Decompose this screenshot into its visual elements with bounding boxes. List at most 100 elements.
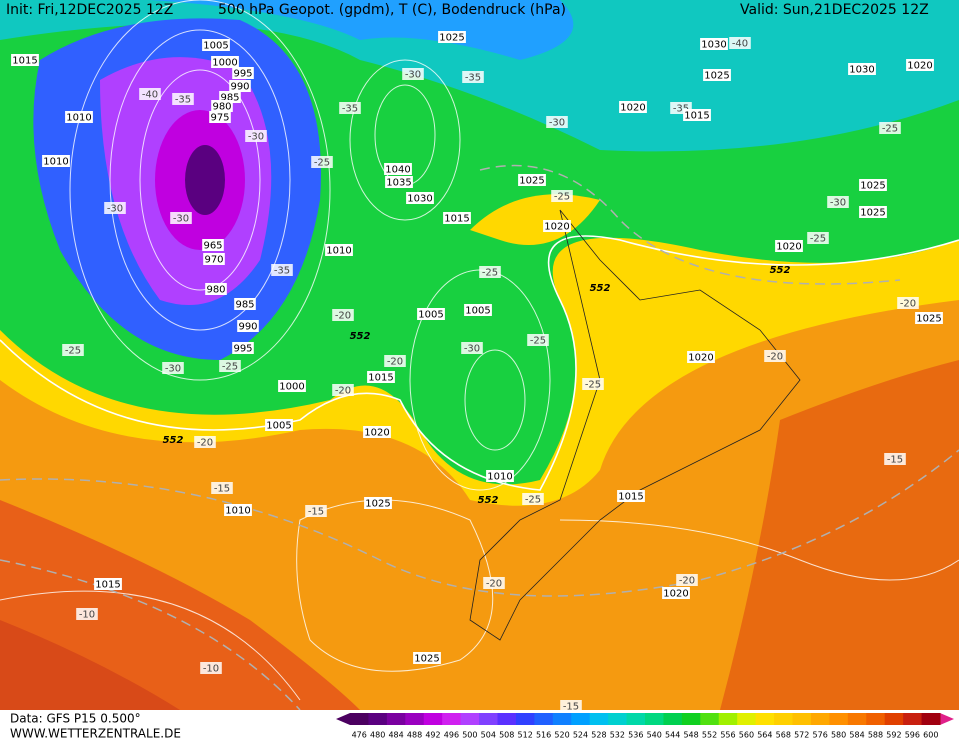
temperature-label-box bbox=[311, 156, 333, 168]
colorbar-label: 508 bbox=[499, 731, 514, 740]
colorbar-swatch bbox=[645, 713, 664, 725]
colorbar-swatch bbox=[829, 713, 849, 725]
colorbar-label: 512 bbox=[518, 731, 533, 740]
temperature-label-box bbox=[194, 436, 216, 448]
pressure-label: 1015 bbox=[95, 580, 120, 591]
pressure-label: 1000 bbox=[212, 58, 237, 69]
colorbar-swatch bbox=[552, 713, 572, 725]
colorbar-swatch bbox=[442, 713, 462, 725]
pressure-label: 1020 bbox=[620, 103, 645, 114]
colorbar-swatch bbox=[718, 713, 738, 725]
temperature-label-box bbox=[339, 102, 361, 114]
pressure-label-box bbox=[211, 56, 239, 68]
pressure-label: 1020 bbox=[907, 61, 932, 72]
temperature-label: -30 bbox=[173, 214, 189, 225]
colorbar-swatch bbox=[903, 713, 923, 725]
temperature-label-box bbox=[271, 264, 293, 276]
colorbar-label: 568 bbox=[776, 731, 791, 740]
temperature-label: -10 bbox=[79, 610, 95, 621]
pressure-label: 1010 bbox=[487, 472, 512, 483]
colorbar-swatch bbox=[921, 713, 941, 725]
temperature-label: -30 bbox=[165, 364, 181, 375]
temperature-label-box bbox=[402, 68, 424, 80]
pressure-label-box bbox=[325, 244, 353, 256]
colorbar-swatch bbox=[515, 713, 535, 725]
temperature-label: -30 bbox=[464, 344, 480, 355]
colorbar-swatch bbox=[774, 713, 793, 725]
pressure-label: 1005 bbox=[203, 41, 228, 52]
colorbar-swatch bbox=[368, 713, 388, 725]
colorbar-swatch bbox=[847, 713, 867, 725]
pressure-label-box bbox=[209, 111, 231, 123]
geopotential-label: 552 bbox=[350, 331, 371, 342]
colorbar-label: 516 bbox=[536, 731, 551, 740]
pressure-label: 1020 bbox=[364, 428, 389, 439]
colorbar-label: 552 bbox=[702, 731, 717, 740]
pressure-label: 1020 bbox=[688, 353, 713, 364]
temperature-label: -20 bbox=[335, 311, 351, 322]
pressure-label-box bbox=[915, 312, 943, 324]
colorbar-label: 500 bbox=[462, 731, 477, 740]
temperature-label-box bbox=[483, 577, 505, 589]
colorbar-label: 520 bbox=[554, 731, 569, 740]
pressure-label-box bbox=[703, 69, 731, 81]
temperature-label-box bbox=[676, 574, 698, 586]
pressure-label-box bbox=[265, 419, 293, 431]
temperature-label-box bbox=[807, 232, 829, 244]
pressure-label-box bbox=[464, 304, 492, 316]
colorbar-swatch bbox=[405, 713, 425, 725]
temperature-label-box bbox=[62, 344, 84, 356]
temperature-label-box bbox=[582, 378, 604, 390]
pressure-label: 990 bbox=[238, 322, 257, 333]
temperature-label-box bbox=[305, 505, 327, 517]
pressure-label: 1025 bbox=[860, 181, 885, 192]
colorbar-swatch bbox=[479, 713, 498, 725]
temperature-label: -35 bbox=[465, 73, 481, 84]
pressure-label-box bbox=[859, 206, 887, 218]
pressure-label-box bbox=[662, 587, 690, 599]
temperature-label-box bbox=[245, 130, 267, 142]
init-time: Init: Fri,12DEC2025 12Z bbox=[6, 2, 173, 18]
temperature-label-box bbox=[527, 334, 549, 346]
temperature-label: -25 bbox=[314, 158, 330, 169]
temperature-label: -20 bbox=[767, 352, 783, 363]
colorbar: 476 480 484 488 492 496 500 504 508 512 516 520 524 5… bbox=[336, 713, 954, 740]
colorbar-label: 484 bbox=[388, 731, 403, 740]
pressure-label: 980 bbox=[206, 285, 225, 296]
temperature-label-box bbox=[879, 122, 901, 134]
temperature-label-box bbox=[211, 482, 233, 494]
geopotential-label: 552 bbox=[770, 265, 791, 276]
pressure-label: 1035 bbox=[386, 178, 411, 189]
temperature-label: -15 bbox=[214, 484, 230, 495]
temperature-label: -35 bbox=[673, 104, 689, 115]
colorbar-label: 524 bbox=[573, 731, 588, 740]
colorbar-swatch bbox=[681, 713, 701, 725]
pressure-label: 1015 bbox=[368, 373, 393, 384]
pressure-label: 965 bbox=[203, 241, 222, 252]
colorbar-swatch bbox=[626, 713, 646, 725]
colorbar-swatch bbox=[571, 713, 591, 725]
pressure-label-box bbox=[385, 176, 413, 188]
temperature-label: -30 bbox=[405, 70, 421, 81]
pressure-label-box bbox=[438, 31, 466, 43]
temperature-label: -30 bbox=[830, 198, 846, 209]
temperature-label-box bbox=[551, 190, 573, 202]
pressure-label: 1020 bbox=[663, 589, 688, 600]
colorbar-label: 560 bbox=[739, 731, 754, 740]
colorbar-label: 480 bbox=[370, 731, 385, 740]
colorbar-label: 492 bbox=[425, 731, 440, 740]
pressure-label-box bbox=[367, 371, 395, 383]
colorbar-swatch bbox=[534, 713, 554, 725]
colorbar-label: 600 bbox=[923, 731, 938, 740]
temperature-label: -20 bbox=[387, 357, 403, 368]
map-labels: -40 -35 -30 -30 -30 -35 -25 -30 -25 -20 -20 -20 -20 -… bbox=[11, 31, 943, 713]
pressure-label-box bbox=[363, 426, 391, 438]
pressure-label-box bbox=[417, 308, 445, 320]
colorbar-label: 588 bbox=[868, 731, 883, 740]
pressure-label: 995 bbox=[233, 344, 252, 355]
temperature-label: -25 bbox=[585, 380, 601, 391]
temperature-label: -25 bbox=[222, 362, 238, 373]
pressure-label-box bbox=[617, 490, 645, 502]
colorbar-swatch bbox=[589, 713, 609, 725]
